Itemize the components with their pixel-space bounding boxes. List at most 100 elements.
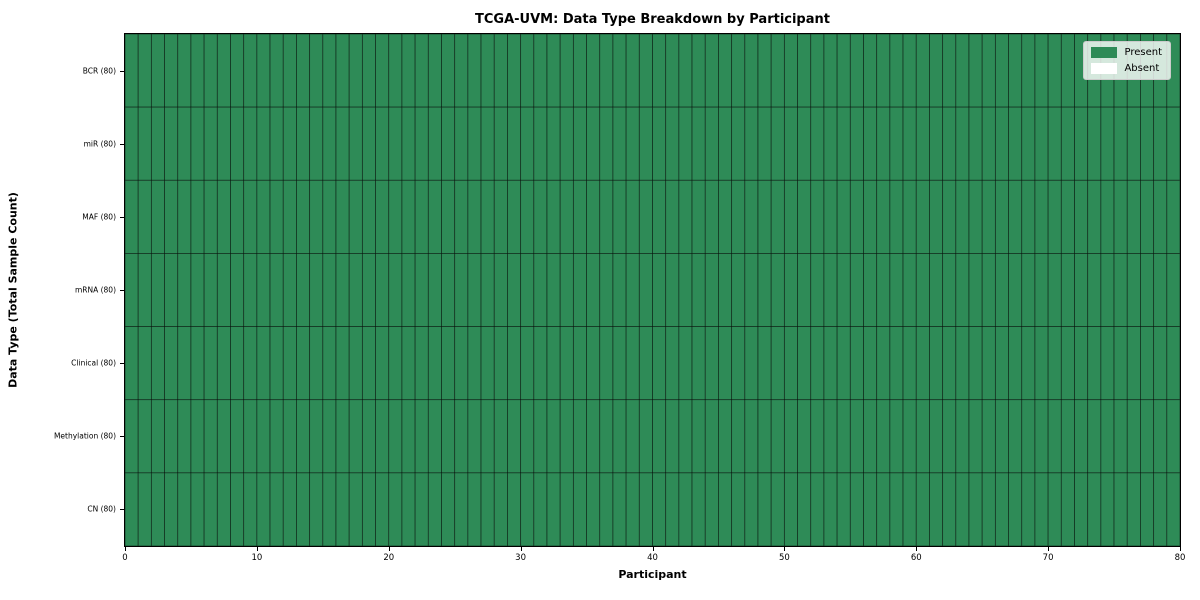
heatmap-cell	[427, 399, 442, 474]
heatmap-cell	[322, 106, 337, 181]
heatmap-cell	[125, 399, 139, 474]
heatmap-cell	[652, 253, 667, 327]
heatmap-cell	[546, 326, 561, 401]
heatmap-cell	[994, 34, 1009, 108]
heatmap-cell	[269, 326, 284, 401]
heatmap-cell	[361, 326, 376, 401]
heatmap-cell	[493, 179, 508, 254]
heatmap-cell	[243, 399, 258, 474]
heatmap-cell	[1100, 326, 1115, 401]
heatmap-cell	[902, 106, 917, 181]
heatmap-cell	[638, 399, 653, 474]
heatmap-cell	[1153, 399, 1168, 474]
heatmap-cell	[414, 34, 429, 108]
heatmap-cell	[322, 326, 337, 401]
heatmap-cell	[1153, 326, 1168, 401]
heatmap-cell	[203, 34, 218, 108]
y-tick-label: BCR (80)	[82, 66, 116, 76]
heatmap-cell	[190, 253, 205, 327]
heatmap-cell	[256, 34, 271, 108]
heatmap-cell	[533, 399, 548, 474]
heatmap-cell	[572, 253, 587, 327]
heatmap-cell	[546, 472, 561, 546]
heatmap-cell	[757, 472, 772, 546]
heatmap-cell	[348, 253, 363, 327]
heatmap-cell	[150, 253, 165, 327]
heatmap-cell	[1060, 399, 1075, 474]
heatmap-cell	[902, 179, 917, 254]
legend-label-present: Present	[1124, 47, 1162, 58]
heatmap-cell	[1021, 253, 1036, 327]
heatmap-cell	[1060, 179, 1075, 254]
heatmap-cell	[282, 399, 297, 474]
heatmap-cell	[322, 179, 337, 254]
heatmap-cell	[691, 106, 706, 181]
heatmap-cell	[427, 253, 442, 327]
heatmap-cell	[559, 399, 574, 474]
heatmap-cell	[414, 472, 429, 546]
heatmap-cell	[718, 399, 733, 474]
heatmap-cell	[612, 34, 627, 108]
heatmap-cell	[230, 106, 245, 181]
heatmap-cell	[652, 399, 667, 474]
heatmap-cell	[164, 326, 179, 401]
heatmap-cell	[1008, 326, 1023, 401]
heatmap-cell	[137, 179, 152, 254]
heatmap-cell	[625, 399, 640, 474]
x-tick-label: 10	[251, 553, 263, 563]
heatmap-cell	[1087, 106, 1102, 181]
heatmap-cell	[876, 253, 891, 327]
heatmap-cell	[599, 399, 614, 474]
heatmap-cell	[625, 179, 640, 254]
heatmap-cell	[586, 472, 601, 546]
heatmap-cell	[599, 34, 614, 108]
heatmap-cell	[322, 399, 337, 474]
y-tick-label: Clinical (80)	[71, 358, 116, 368]
heatmap-cell	[731, 399, 746, 474]
heatmap-cell	[546, 253, 561, 327]
heatmap-cell	[441, 253, 456, 327]
heatmap-cell	[1140, 253, 1155, 327]
heatmap-cell	[150, 399, 165, 474]
heatmap-cell	[361, 253, 376, 327]
heatmap-cell	[863, 34, 878, 108]
heatmap-cell	[1021, 179, 1036, 254]
heatmap-cell	[203, 472, 218, 546]
heatmap-cell	[480, 399, 495, 474]
heatmap-cell	[480, 34, 495, 108]
heatmap-cell	[414, 106, 429, 181]
heatmap-cell	[125, 106, 139, 181]
heatmap-grid	[125, 34, 1180, 546]
heatmap-cell	[493, 253, 508, 327]
heatmap-cell	[665, 106, 680, 181]
heatmap-cell	[599, 472, 614, 546]
heatmap-cell	[718, 472, 733, 546]
heatmap-cell	[810, 326, 825, 401]
heatmap-cell	[889, 106, 904, 181]
heatmap-cell	[652, 326, 667, 401]
heatmap-cell	[665, 34, 680, 108]
heatmap-cell	[731, 472, 746, 546]
heatmap-cell	[599, 106, 614, 181]
heatmap-cell	[493, 399, 508, 474]
y-tick-mark	[120, 70, 124, 72]
x-tick-label: 50	[778, 553, 790, 563]
heatmap-cell	[1060, 472, 1075, 546]
heatmap-cell	[955, 34, 970, 108]
heatmap-cell	[599, 326, 614, 401]
heatmap-cell	[190, 106, 205, 181]
heatmap-cell	[520, 253, 535, 327]
heatmap-cell	[1074, 399, 1089, 474]
heatmap-cell	[823, 179, 838, 254]
heatmap-cell	[731, 34, 746, 108]
heatmap-cell	[467, 179, 482, 254]
legend: Present Absent	[1083, 41, 1171, 80]
y-tick-label: Methylation (80)	[53, 431, 116, 441]
heatmap-cell	[704, 34, 719, 108]
heatmap-cell	[572, 326, 587, 401]
x-tick-mark	[652, 547, 654, 551]
heatmap-cell	[467, 253, 482, 327]
heatmap-cell	[968, 179, 983, 254]
heatmap-cell	[150, 326, 165, 401]
heatmap-cell	[1113, 253, 1128, 327]
